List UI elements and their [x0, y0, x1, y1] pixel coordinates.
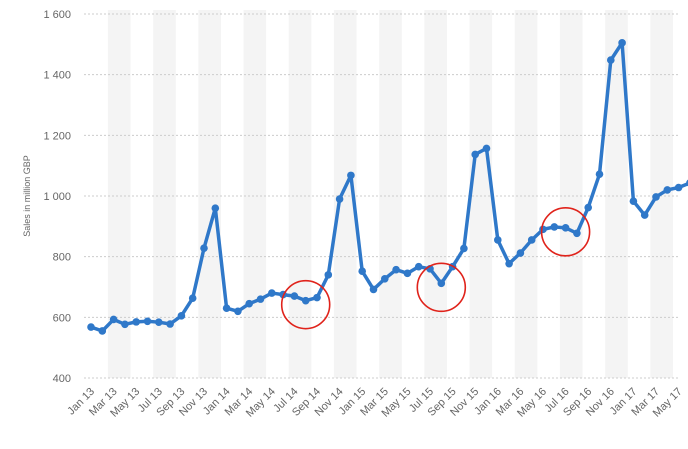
data-point	[403, 269, 412, 278]
data-point	[347, 171, 355, 180]
y-tick-label: 1 400	[43, 70, 71, 82]
data-point	[268, 289, 276, 297]
data-point	[143, 317, 152, 326]
data-point	[188, 294, 197, 303]
data-point	[561, 224, 570, 232]
y-tick-label: 1 000	[43, 191, 71, 203]
background-band	[514, 10, 538, 378]
background-band	[153, 10, 176, 378]
data-point	[222, 304, 231, 313]
data-point	[256, 295, 265, 303]
data-point	[652, 193, 660, 201]
data-point	[607, 56, 615, 64]
data-point	[234, 307, 242, 316]
data-point	[369, 285, 378, 294]
data-point	[629, 197, 638, 205]
background-band	[379, 10, 402, 378]
data-point	[155, 318, 163, 326]
data-point	[663, 186, 672, 194]
background-band	[107, 10, 131, 378]
data-point	[640, 211, 649, 219]
data-point	[505, 259, 513, 268]
data-point	[324, 271, 333, 279]
data-point	[335, 195, 344, 203]
data-point	[414, 262, 423, 271]
data-point	[132, 318, 140, 326]
data-point	[392, 265, 400, 274]
y-tick-label: 1 600	[43, 9, 71, 21]
data-point	[618, 39, 626, 47]
data-point	[460, 244, 468, 253]
data-point	[211, 204, 220, 212]
data-point	[109, 315, 118, 324]
data-point	[358, 267, 367, 276]
data-point	[200, 244, 208, 252]
data-point	[290, 292, 299, 300]
data-point	[301, 296, 310, 305]
data-point	[177, 312, 186, 320]
background-band	[288, 10, 312, 378]
data-point	[482, 144, 491, 153]
data-point	[584, 203, 592, 212]
background-bands	[107, 10, 673, 378]
background-band	[243, 10, 267, 378]
y-tick-label: 600	[53, 312, 71, 324]
data-point	[121, 320, 129, 329]
data-point	[98, 327, 107, 335]
y-tick-label: 1 200	[43, 130, 71, 142]
data-point	[527, 236, 536, 244]
data-point	[494, 236, 502, 244]
y-tick-label: 400	[53, 373, 71, 385]
data-point	[245, 299, 253, 308]
data-point	[674, 183, 683, 192]
gridlines	[84, 13, 680, 379]
highlight-circle	[416, 262, 467, 313]
background-band	[605, 10, 628, 378]
data-point	[313, 293, 321, 302]
background-band	[559, 10, 583, 378]
data-point	[166, 320, 174, 328]
background-band	[469, 10, 493, 378]
data-point	[87, 323, 95, 331]
y-tick-label: 800	[53, 252, 71, 264]
data-point	[516, 249, 525, 257]
data-point	[539, 225, 547, 234]
data-point	[381, 275, 389, 283]
highlight-circle	[540, 207, 591, 257]
y-axis-ticks: 400 600 800 1 000 1 200 1 400 1 600	[43, 9, 71, 385]
annotations-layer	[280, 207, 591, 330]
data-point	[550, 223, 559, 231]
background-band	[424, 10, 447, 378]
background-band	[198, 10, 221, 378]
data-point	[471, 150, 480, 159]
background-band	[333, 10, 357, 378]
y-axis-label: Sales in million GBP	[22, 155, 32, 237]
data-point	[595, 170, 604, 178]
data-point	[573, 229, 581, 238]
highlight-circle	[280, 279, 331, 330]
data-point	[437, 279, 446, 288]
